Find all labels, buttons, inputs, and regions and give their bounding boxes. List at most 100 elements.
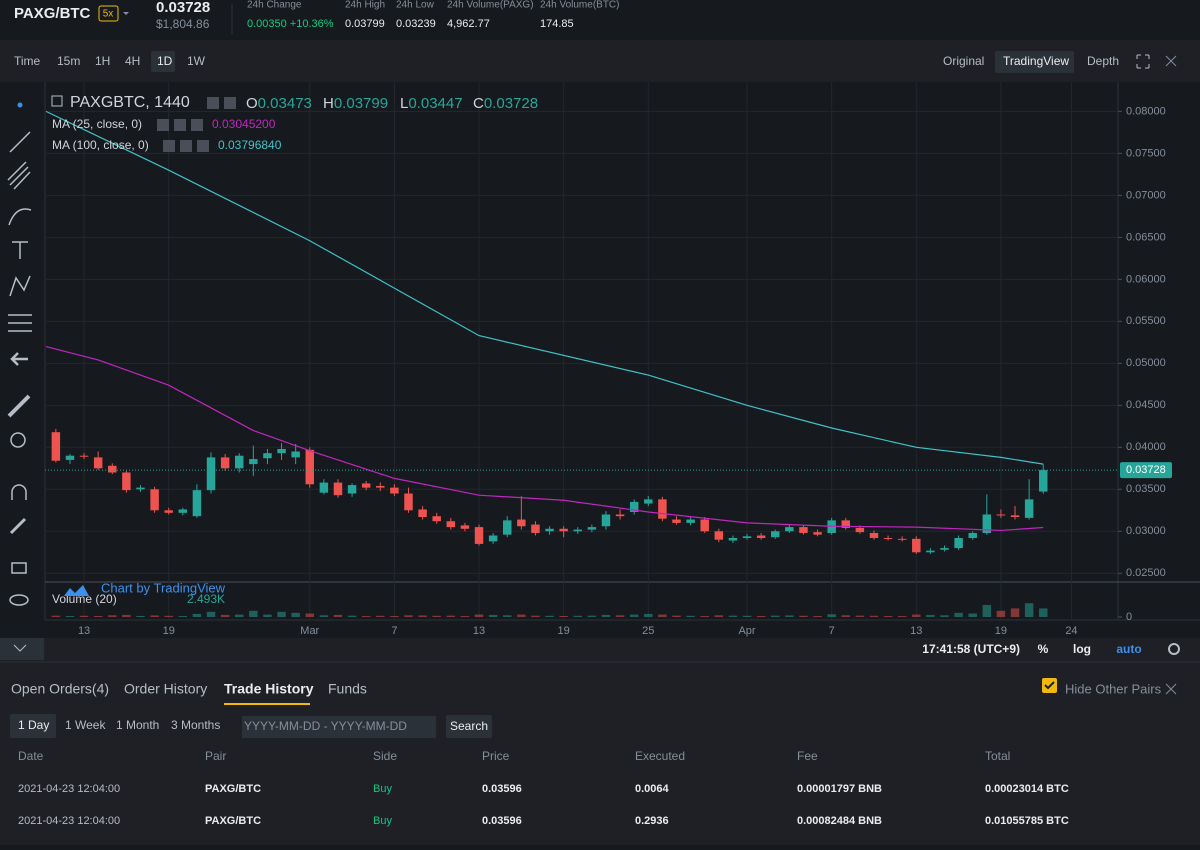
candle-body — [813, 532, 822, 535]
price-tag: 0.03728 — [1126, 464, 1166, 476]
volume-bar — [150, 615, 159, 617]
volume-bar — [235, 614, 244, 617]
interval[interactable]: 1D — [157, 54, 173, 68]
legend-icon[interactable] — [197, 140, 209, 152]
x-tick-label: 7 — [391, 625, 397, 637]
tool-magnet[interactable] — [11, 484, 27, 500]
view[interactable]: TradingView — [1003, 54, 1069, 68]
table-cell: 0.00082484 BNB — [797, 815, 882, 827]
column-header: Side — [373, 749, 397, 763]
stat-label: 24h High — [345, 0, 385, 11]
candle-body — [658, 499, 667, 519]
candle-body — [51, 432, 61, 461]
candle-body — [940, 548, 949, 550]
volume-bar — [982, 604, 992, 617]
legend-icon[interactable] — [180, 140, 192, 152]
tool-back[interactable] — [10, 352, 28, 366]
candle-body — [79, 455, 89, 457]
candle-body — [672, 519, 681, 523]
volume-bar — [79, 615, 89, 617]
legend-icon[interactable] — [191, 119, 203, 131]
tool-cursor[interactable] — [17, 102, 23, 108]
candle-body — [319, 482, 329, 493]
fullscreen[interactable] — [1136, 54, 1150, 69]
interval[interactable]: 15m — [57, 54, 80, 68]
table-cell: 2021-04-23 12:04:00 — [18, 783, 120, 795]
settings[interactable] — [1168, 643, 1180, 655]
candle-body — [926, 550, 935, 553]
tool-fib[interactable] — [7, 161, 31, 190]
candle-body — [771, 531, 780, 538]
order-tab[interactable]: Open Orders(4) — [11, 681, 109, 697]
x-tick-label: 13 — [78, 625, 90, 637]
interval[interactable]: Time — [14, 54, 41, 68]
candle-body — [517, 519, 526, 527]
status-option[interactable]: auto — [1116, 642, 1141, 656]
tool-brush[interactable] — [8, 208, 32, 226]
candle-body — [150, 489, 159, 511]
table-cell: 2021-04-23 12:04:00 — [18, 815, 120, 827]
view[interactable]: Original — [943, 54, 984, 68]
search-button[interactable] — [446, 715, 492, 738]
candle-body — [1039, 470, 1048, 492]
candle-body — [249, 459, 258, 465]
tool-zoom[interactable] — [10, 432, 26, 448]
table-cell: 0.01055785 BTC — [985, 815, 1069, 827]
tool-ruler[interactable] — [7, 394, 31, 418]
interval[interactable]: 4H — [125, 54, 140, 68]
table-cell: Buy — [373, 783, 392, 795]
symbol[interactable]: PAXG/BTC — [14, 5, 91, 22]
legend-toggle[interactable] — [51, 95, 63, 107]
range[interactable]: 1 Week — [65, 718, 106, 732]
attribution[interactable]: Chart by TradingView — [101, 580, 226, 595]
status-option[interactable]: log — [1073, 642, 1091, 656]
order-tab[interactable]: Trade History — [224, 681, 314, 697]
close-icon[interactable] — [1165, 683, 1177, 695]
range[interactable]: 3 Months — [171, 718, 220, 732]
range-active — [10, 714, 56, 738]
ma-line — [45, 345, 1044, 532]
interval[interactable]: 1H — [95, 54, 110, 68]
legend-icon[interactable] — [207, 97, 219, 109]
candle-body — [714, 531, 724, 540]
tool-measure[interactable] — [8, 314, 32, 332]
range[interactable]: 1 Month — [116, 718, 159, 732]
legend-icon[interactable] — [224, 97, 236, 109]
order-tab[interactable]: Order History — [124, 681, 207, 697]
x-tick-label: 13 — [910, 625, 922, 637]
date-range[interactable]: YYYY-MM-DD - YYYY-MM-DD — [244, 719, 407, 733]
tool-text[interactable] — [12, 241, 28, 259]
volume-bar — [587, 615, 597, 617]
range[interactable]: 1 Day — [18, 718, 49, 732]
tool-pattern[interactable] — [9, 275, 31, 297]
volume-bar — [996, 610, 1006, 617]
x-tick-label: 19 — [163, 625, 175, 637]
hide-other-pairs[interactable]: Hide Other Pairs — [1065, 681, 1162, 696]
legend-icon[interactable] — [157, 119, 169, 131]
legend-icon[interactable] — [174, 119, 186, 131]
status-option[interactable]: % — [1038, 642, 1049, 656]
volume-bar — [108, 615, 117, 617]
volume-bar — [601, 614, 611, 617]
table-cell: 0.0064 — [635, 783, 670, 795]
interval[interactable]: 1W — [187, 54, 206, 68]
volume-bar — [122, 614, 131, 617]
search[interactable]: Search — [450, 719, 488, 733]
volume-bar — [728, 615, 738, 617]
close-chart[interactable] — [1165, 55, 1177, 67]
tool-lock-draw[interactable] — [9, 517, 27, 535]
candle-body — [559, 528, 568, 532]
volume-bar — [869, 615, 879, 617]
tool-line[interactable] — [9, 131, 31, 153]
view[interactable]: Depth — [1087, 54, 1119, 68]
date-input[interactable] — [242, 716, 436, 738]
dropdown[interactable] — [123, 12, 129, 15]
volume-bar — [503, 615, 512, 617]
candle-body — [996, 514, 1006, 516]
ohlc-value: 0.03473 — [258, 95, 312, 112]
candle-body — [460, 525, 470, 529]
tool-lock[interactable] — [11, 562, 27, 574]
tool-eye[interactable] — [9, 594, 29, 606]
legend-icon[interactable] — [163, 140, 175, 152]
order-tab[interactable]: Funds — [328, 681, 367, 697]
